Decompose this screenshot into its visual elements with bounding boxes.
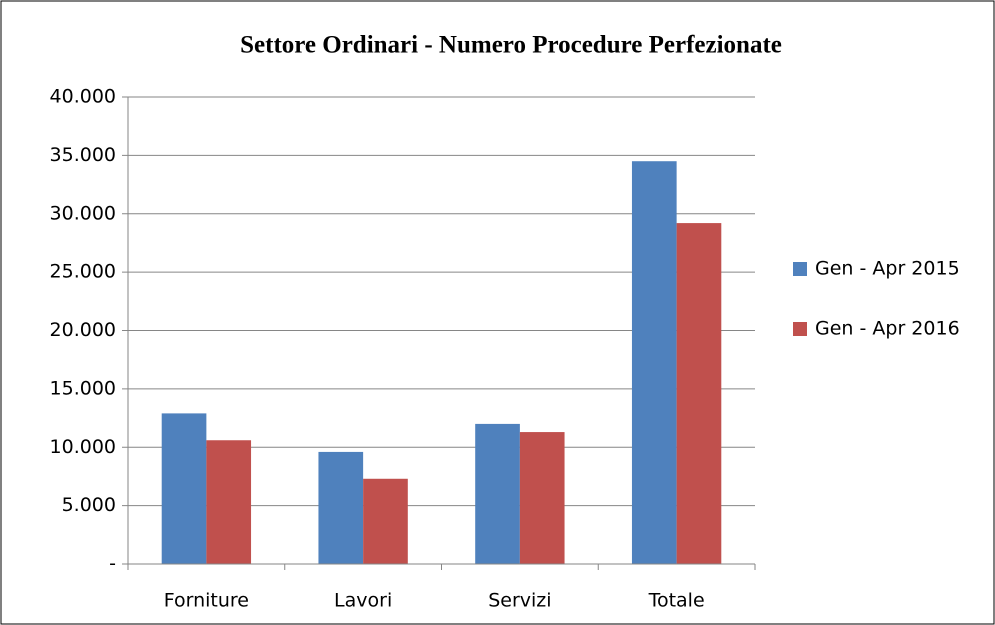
bar: [206, 440, 252, 564]
chart-title: Settore Ordinari - Numero Procedure Perf…: [240, 32, 782, 59]
bar: [676, 223, 722, 564]
x-tick-label: Forniture: [164, 590, 249, 612]
bar: [475, 423, 520, 564]
y-tick-label: -: [109, 553, 116, 575]
bar: [519, 432, 565, 564]
x-tick-label: Lavori: [334, 590, 392, 612]
y-tick-label: 40.000: [50, 86, 116, 108]
bar: [631, 161, 677, 564]
y-tick-label: 20.000: [50, 319, 116, 341]
legend-label: Gen - Apr 2016: [815, 318, 960, 340]
x-tick-label: Totale: [648, 590, 705, 612]
y-tick-label: 15.000: [50, 377, 116, 399]
legend-swatch: [793, 322, 807, 336]
y-tick-label: 10.000: [50, 436, 116, 458]
y-tick-label: 25.000: [50, 261, 116, 283]
legend-swatch: [793, 262, 807, 276]
bar: [318, 451, 364, 564]
bar: [161, 413, 207, 564]
bar: [363, 478, 408, 564]
y-tick-label: 30.000: [50, 202, 116, 224]
y-tick-label: 5.000: [62, 494, 116, 516]
x-tick-label: Servizi: [488, 590, 551, 612]
y-tick-label: 35.000: [50, 144, 116, 166]
legend-label: Gen - Apr 2015: [815, 258, 960, 280]
